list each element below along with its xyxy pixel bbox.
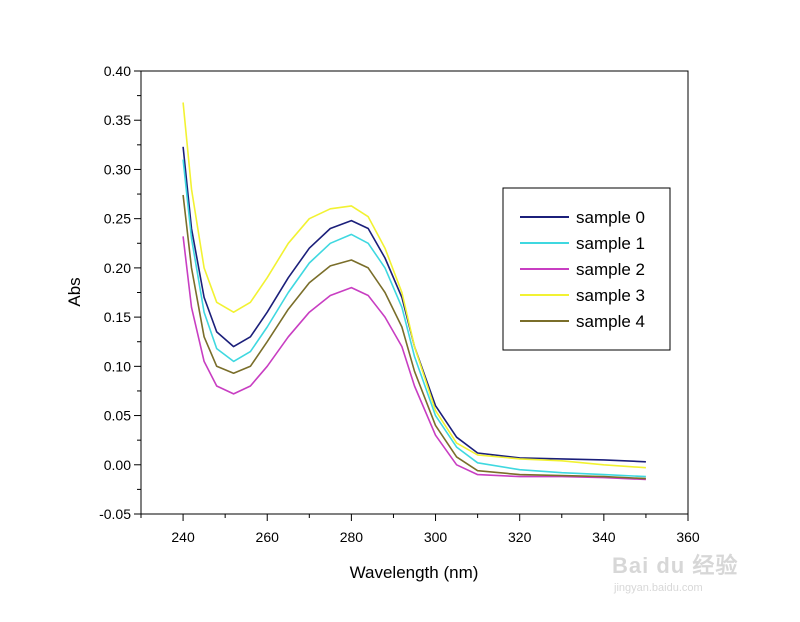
series-line-3 bbox=[182, 102, 646, 469]
x-tick-label: 280 bbox=[340, 529, 364, 545]
legend-label-4: sample 4 bbox=[576, 312, 645, 331]
y-tick-label: 0.40 bbox=[104, 63, 131, 79]
y-tick-label: 0.30 bbox=[104, 161, 131, 177]
y-tick-label: 0.15 bbox=[104, 309, 131, 325]
series-line-4 bbox=[182, 194, 646, 480]
x-tick-label: 260 bbox=[256, 529, 280, 545]
x-tick-label: 320 bbox=[508, 529, 532, 545]
legend-label-0: sample 0 bbox=[576, 208, 645, 227]
y-tick-label: 0.35 bbox=[104, 112, 131, 128]
x-axis-ticks: 240 260 280 300 320 340 360 bbox=[140, 514, 700, 545]
x-tick-label: 300 bbox=[424, 529, 448, 545]
x-tick-label: 340 bbox=[592, 529, 616, 545]
y-tick-label: 0.10 bbox=[104, 358, 131, 374]
series-line-0 bbox=[182, 146, 646, 463]
x-tick-label: 360 bbox=[676, 529, 700, 545]
series-line-1 bbox=[182, 159, 646, 478]
x-tick-label: 240 bbox=[171, 529, 195, 545]
baidu-watermark: Bai du 经验 jingyan.baidu.com bbox=[612, 548, 772, 608]
legend-label-2: sample 2 bbox=[576, 260, 645, 279]
x-axis-title: Wavelength (nm) bbox=[350, 563, 479, 582]
y-tick-label: 0.00 bbox=[104, 457, 131, 473]
series-lines bbox=[182, 102, 646, 481]
y-tick-label: -0.05 bbox=[99, 506, 131, 522]
watermark-url: jingyan.baidu.com bbox=[614, 582, 703, 594]
y-axis-ticks: -0.05 0.00 0.05 0.10 0.15 0.20 0.25 0.30 0.35 0.4… bbox=[99, 63, 141, 522]
watermark-logo: Bai du 经验 bbox=[612, 553, 739, 578]
y-tick-label: 0.25 bbox=[104, 211, 131, 227]
series-line-2 bbox=[182, 236, 646, 481]
legend-items: sample 0 sample 1 sample 2 sample 3 sample 4 bbox=[520, 208, 645, 331]
legend-label-1: sample 1 bbox=[576, 234, 645, 253]
y-tick-label: 0.20 bbox=[104, 260, 131, 276]
y-axis-title: Abs bbox=[65, 277, 84, 306]
legend-label-3: sample 3 bbox=[576, 286, 645, 305]
y-tick-label: 0.05 bbox=[104, 408, 131, 424]
legend: sample 0 sample 1 sample 2 sample 3 sample 4 bbox=[502, 187, 671, 351]
